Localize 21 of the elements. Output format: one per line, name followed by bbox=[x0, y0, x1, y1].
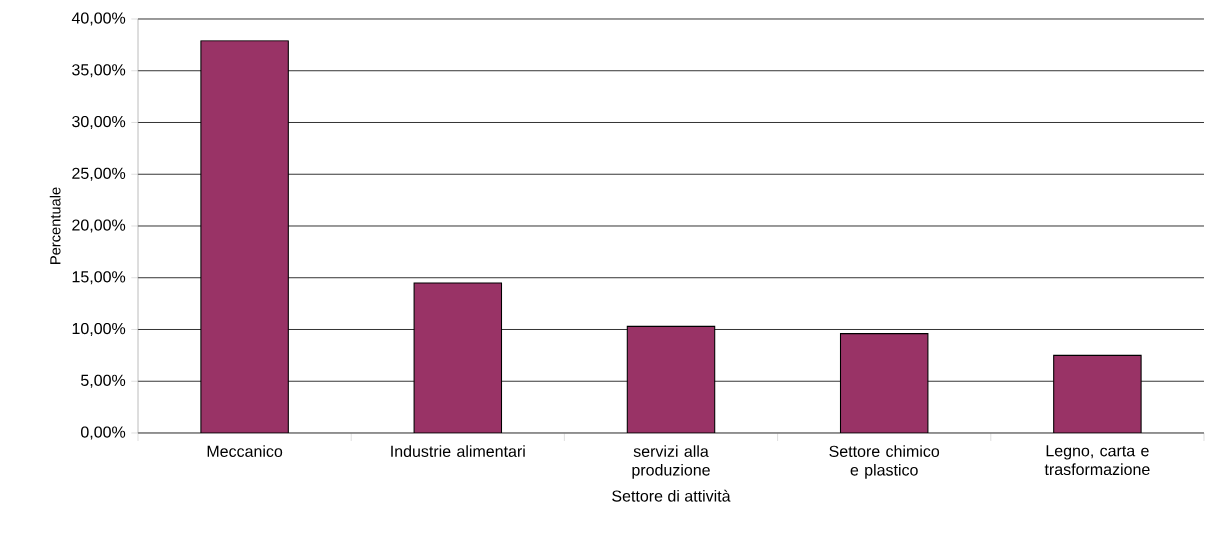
y-tick-label: 35,00% bbox=[72, 64, 126, 78]
bar bbox=[1053, 354, 1142, 433]
x-tick-label: Settore chimico e plastico bbox=[829, 445, 940, 479]
bar bbox=[413, 282, 503, 433]
y-tick-label: 5,00% bbox=[81, 374, 126, 388]
x-tick-label: Legno, carta e trasformazione bbox=[1044, 445, 1150, 476]
bar bbox=[200, 40, 289, 433]
y-tick-label: 0,00% bbox=[81, 426, 126, 440]
x-axis-title: Settore di attività bbox=[612, 489, 731, 502]
y-tick-label: 25,00% bbox=[72, 167, 126, 181]
x-tick-label: servizi alla produzione bbox=[632, 445, 710, 479]
bar bbox=[839, 333, 929, 433]
bar bbox=[626, 325, 716, 433]
y-axis-title: Percentuale bbox=[49, 187, 61, 264]
y-tick-label: 20,00% bbox=[72, 219, 126, 233]
y-tick-label: 15,00% bbox=[72, 271, 126, 285]
y-tick-label: 10,00% bbox=[72, 322, 126, 337]
y-tick-label: 40,00% bbox=[71, 12, 126, 26]
y-tick-label: 30,00% bbox=[72, 115, 126, 130]
x-tick-label: Industrie alimentari bbox=[391, 445, 525, 457]
x-tick-label: Meccanico bbox=[207, 445, 283, 457]
